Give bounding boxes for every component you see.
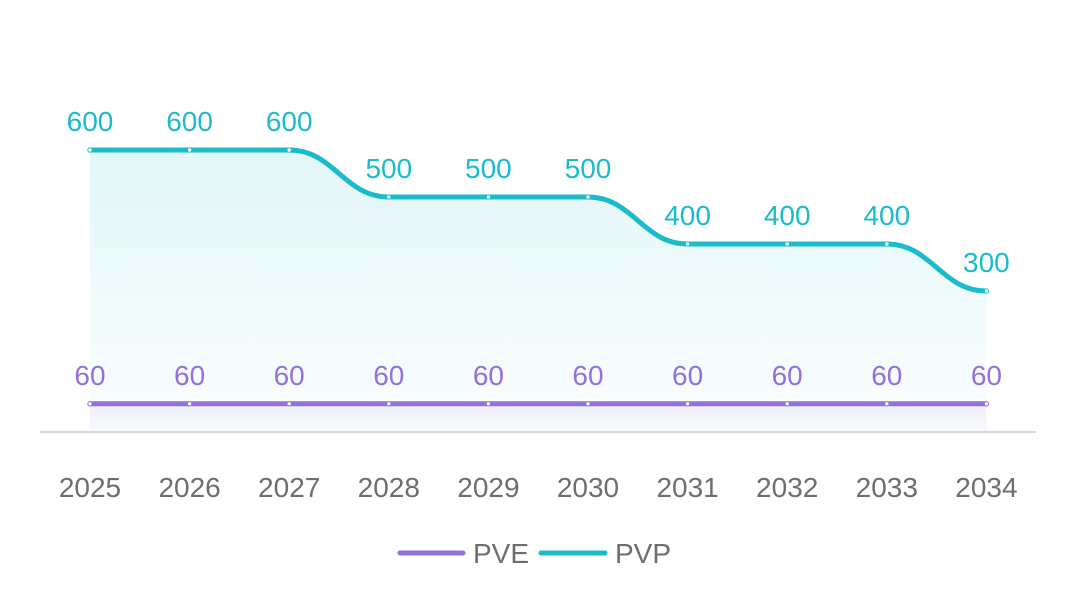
data-label-pve-2027: 60 — [274, 360, 305, 391]
data-label-pve-2032: 60 — [772, 360, 803, 391]
x-tick-label-2026: 2026 — [158, 472, 220, 503]
area-pve — [90, 403, 987, 432]
data-points — [87, 147, 990, 407]
legend-item-pve[interactable]: PVE — [397, 538, 529, 569]
x-tick-label-2033: 2033 — [856, 472, 918, 503]
point-pvp-2031[interactable] — [684, 241, 691, 247]
data-label-pvp-2028: 500 — [365, 153, 412, 184]
data-labels: 60 60 60 60 60 60 60 60 60 60 600 600 600 500 500 500 40… — [67, 106, 1010, 391]
data-label-pve-2028: 60 — [373, 360, 404, 391]
area-fills — [90, 150, 987, 432]
data-label-pve-2026: 60 — [174, 360, 205, 391]
point-pvp-2032[interactable] — [784, 241, 790, 247]
x-tick-label-2032: 2032 — [756, 472, 818, 503]
point-pve-2027[interactable] — [286, 401, 292, 407]
x-tick-label-2034: 2034 — [955, 472, 1017, 503]
data-label-pvp-2032: 400 — [764, 200, 811, 231]
point-pvp-2025[interactable] — [87, 147, 93, 153]
point-pve-2031[interactable] — [684, 401, 691, 407]
point-pvp-2029[interactable] — [485, 194, 492, 200]
data-label-pvp-2034: 300 — [963, 247, 1010, 278]
data-label-pvp-2030: 500 — [565, 153, 612, 184]
legend-item-pvp[interactable]: PVP — [538, 538, 671, 569]
data-label-pve-2025: 60 — [74, 360, 105, 391]
point-pve-2026[interactable] — [186, 401, 193, 407]
data-label-pve-2034: 60 — [971, 360, 1002, 391]
point-pve-2025[interactable] — [87, 401, 93, 407]
point-pvp-2028[interactable] — [386, 194, 392, 200]
point-pve-2029[interactable] — [485, 401, 492, 407]
point-pve-2030[interactable] — [585, 401, 591, 407]
data-label-pvp-2033: 400 — [863, 200, 910, 231]
data-label-pve-2029: 60 — [473, 360, 504, 391]
x-tick-label-2030: 2030 — [557, 472, 619, 503]
point-pve-2034[interactable] — [983, 401, 990, 407]
data-label-pve-2031: 60 — [672, 360, 703, 391]
data-label-pvp-2027: 600 — [266, 106, 313, 137]
point-pve-2032[interactable] — [784, 401, 790, 407]
legend-label-pve: PVE — [473, 538, 529, 569]
data-label-pvp-2029: 500 — [465, 153, 512, 184]
legend: PVE PVP — [397, 538, 671, 569]
point-pve-2033[interactable] — [884, 401, 890, 407]
point-pve-2028[interactable] — [386, 401, 392, 407]
point-pvp-2026[interactable] — [186, 147, 193, 153]
point-pvp-2034[interactable] — [983, 288, 990, 294]
point-pvp-2027[interactable] — [286, 147, 292, 153]
x-tick-label-2027: 2027 — [258, 472, 320, 503]
data-label-pvp-2025: 600 — [67, 106, 114, 137]
x-tick-label-2025: 2025 — [59, 472, 121, 503]
x-axis-ticks: 2025 2026 2027 2028 2029 2030 2031 2032 2033 2034 — [59, 472, 1018, 503]
data-label-pve-2030: 60 — [572, 360, 603, 391]
data-label-pvp-2031: 400 — [664, 200, 711, 231]
area-pvp — [90, 150, 987, 432]
point-pvp-2030[interactable] — [585, 194, 591, 200]
data-label-pve-2033: 60 — [871, 360, 902, 391]
series-line-pvp — [87, 147, 989, 294]
series-lines — [87, 147, 989, 407]
x-tick-label-2028: 2028 — [358, 472, 420, 503]
point-pvp-2033[interactable] — [884, 241, 890, 247]
x-tick-label-2031: 2031 — [656, 472, 718, 503]
x-tick-label-2029: 2029 — [457, 472, 519, 503]
data-label-pvp-2026: 600 — [166, 106, 213, 137]
legend-label-pvp: PVP — [615, 538, 671, 569]
